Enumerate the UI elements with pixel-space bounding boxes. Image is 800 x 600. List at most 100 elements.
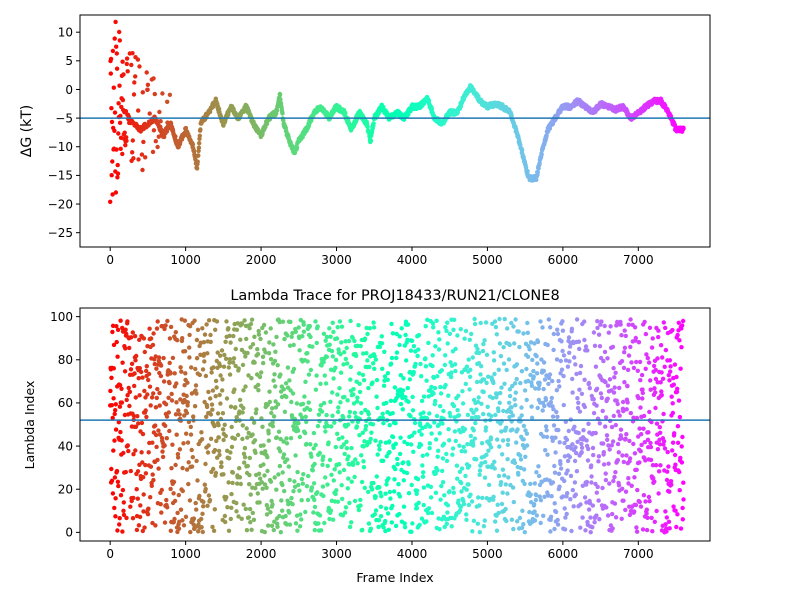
data-point (667, 378, 672, 383)
data-point (165, 99, 170, 105)
x-tick-label: 3000 (321, 253, 352, 267)
data-point (420, 474, 426, 479)
data-point (674, 374, 679, 380)
data-point (415, 477, 421, 482)
data-point (389, 321, 394, 327)
data-point (342, 510, 348, 515)
data-point (233, 363, 238, 369)
data-point (388, 398, 394, 403)
data-point (167, 336, 173, 341)
data-point (393, 421, 398, 426)
data-point (638, 378, 643, 383)
data-point (217, 452, 222, 458)
data-point (347, 524, 353, 530)
data-point (594, 386, 600, 391)
data-point (114, 66, 120, 71)
data-point (565, 468, 570, 473)
data-point (346, 338, 352, 344)
data-point (587, 386, 592, 391)
data-point (256, 388, 261, 393)
data-point (242, 455, 248, 460)
data-point (405, 322, 411, 327)
data-point (312, 504, 318, 510)
data-point (268, 510, 273, 515)
data-point (546, 375, 552, 381)
data-point (359, 453, 364, 458)
data-point (433, 398, 438, 404)
data-point (384, 454, 389, 459)
data-point (522, 530, 527, 535)
data-point (492, 371, 497, 377)
data-point (504, 518, 509, 524)
data-point (378, 514, 384, 519)
data-point (311, 430, 317, 436)
data-point (229, 491, 234, 497)
data-point (150, 472, 155, 477)
data-point (596, 454, 602, 459)
data-point (140, 431, 146, 437)
data-point (626, 322, 631, 327)
data-point (120, 59, 125, 64)
data-point (547, 372, 553, 377)
data-point (573, 445, 578, 450)
data-point (455, 476, 460, 481)
data-point (574, 317, 580, 322)
data-point (608, 324, 613, 329)
bottom-panel-frame (79, 307, 711, 542)
data-point (488, 435, 494, 440)
data-point (490, 462, 495, 468)
data-point (601, 450, 606, 455)
data-point (169, 391, 174, 397)
data-point (358, 343, 363, 349)
data-point (123, 327, 128, 332)
data-point (592, 520, 597, 525)
data-point (416, 500, 421, 505)
data-point (678, 366, 683, 371)
data-point (633, 502, 639, 508)
data-point (605, 396, 610, 401)
data-point (323, 429, 328, 434)
data-point (356, 507, 362, 513)
data-point (386, 527, 391, 532)
data-point (443, 325, 448, 330)
data-point (595, 319, 600, 324)
data-point (555, 327, 560, 332)
data-point (302, 430, 308, 436)
data-point (182, 383, 187, 388)
data-point (467, 387, 472, 392)
data-point (621, 365, 627, 371)
data-point (266, 523, 271, 528)
data-point (288, 388, 293, 393)
data-point (290, 502, 295, 507)
data-point (555, 517, 560, 523)
data-point (577, 370, 583, 376)
data-point (613, 470, 618, 475)
data-point (125, 319, 130, 324)
data-point (332, 467, 337, 472)
data-point (113, 190, 119, 195)
data-point (326, 440, 331, 445)
data-point (134, 353, 139, 359)
data-point (512, 341, 517, 346)
data-point (119, 438, 124, 443)
data-point (221, 364, 227, 369)
data-point (313, 319, 318, 324)
data-point (469, 415, 475, 420)
data-point (543, 448, 548, 453)
data-point (307, 323, 312, 329)
data-point (282, 488, 287, 494)
data-point (500, 438, 506, 443)
data-point (247, 506, 253, 512)
data-point (108, 388, 113, 394)
data-point (462, 427, 468, 432)
data-point (570, 487, 575, 493)
data-point (379, 334, 384, 339)
data-point (285, 385, 291, 390)
data-point (661, 439, 667, 444)
data-point (653, 463, 659, 468)
data-point (317, 513, 323, 518)
data-point (653, 376, 659, 382)
data-point (359, 479, 365, 485)
data-point (384, 482, 389, 487)
data-point (315, 490, 320, 495)
